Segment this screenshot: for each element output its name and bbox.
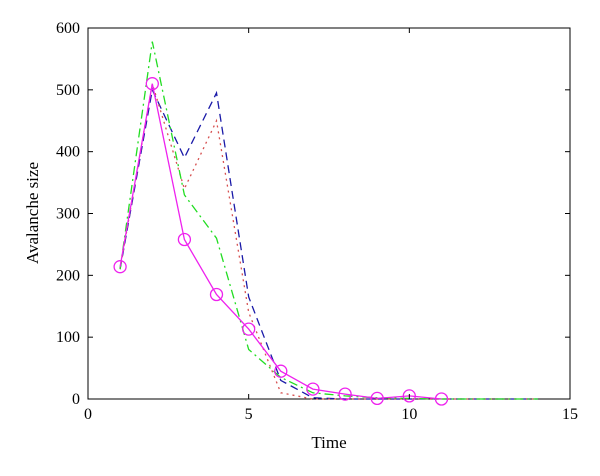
y-tick-label: 500: [56, 82, 80, 99]
y-tick-label: 100: [56, 329, 80, 346]
series-4-point: [306, 382, 320, 396]
x-axis-label: Time: [311, 433, 346, 452]
series-4-point: [274, 364, 288, 378]
series-line-3: [119, 41, 538, 400]
series-layer: [113, 41, 538, 406]
series-4-point: [338, 387, 352, 401]
x-tick-label: 10: [401, 406, 417, 423]
series-line-2: [119, 83, 538, 400]
series-4-point: [402, 389, 416, 403]
x-tick-label: 0: [84, 406, 92, 423]
series-line-4: [119, 83, 442, 400]
y-tick-label: 200: [56, 267, 80, 284]
y-axis-label: Avalanche size: [23, 162, 42, 264]
y-tick-label: 300: [56, 206, 80, 223]
series-4-point: [209, 287, 224, 302]
series-4-point: [370, 391, 384, 406]
y-tick-label: 0: [72, 391, 80, 408]
series-4-point: [145, 77, 159, 91]
ticks-layer: 0 5 10 15 0 100 200 300 400 500 600: [56, 20, 578, 423]
y-tick-label: 400: [56, 144, 80, 161]
series-4-point: [113, 260, 127, 274]
series-4-point: [177, 232, 192, 247]
series-4-point: [242, 322, 256, 336]
x-tick-label: 15: [562, 406, 578, 423]
x-tick-label: 5: [245, 406, 253, 423]
plot-frame: [87, 27, 571, 400]
y-tick-label: 600: [56, 20, 80, 37]
series-4-point: [434, 392, 449, 406]
